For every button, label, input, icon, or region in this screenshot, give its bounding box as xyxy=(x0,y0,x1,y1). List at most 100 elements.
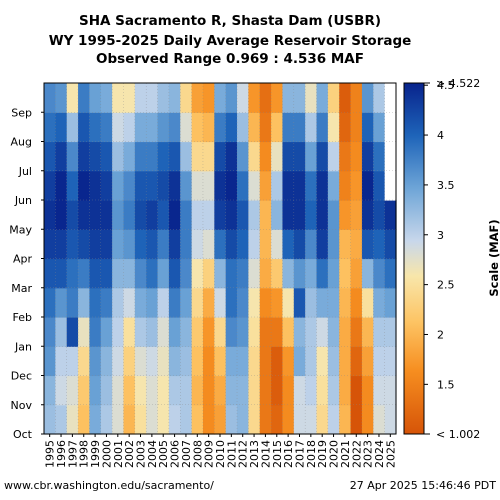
heatmap-cell xyxy=(100,258,113,289)
heatmap-cell xyxy=(259,83,272,113)
heatmap-cell xyxy=(316,258,329,289)
heatmap-cell xyxy=(146,83,159,113)
y-tick-label: Apr xyxy=(13,253,33,266)
heatmap-cell xyxy=(100,83,113,113)
heatmap-cell xyxy=(237,375,249,406)
heatmap-cell xyxy=(293,83,306,113)
heatmap-cell xyxy=(89,375,102,406)
heatmap-cell xyxy=(373,170,386,201)
heatmap-cell xyxy=(202,346,215,377)
heatmap-cell xyxy=(350,112,363,143)
heatmap-cell xyxy=(123,170,136,201)
heatmap-cell xyxy=(89,404,102,435)
heatmap-cell xyxy=(134,317,147,347)
heatmap-cell xyxy=(361,404,374,435)
heatmap-cell xyxy=(373,112,386,143)
heatmap-cell xyxy=(293,375,306,406)
heatmap-cell xyxy=(237,112,249,143)
heatmap-cell xyxy=(305,141,318,172)
heatmap-cell xyxy=(134,200,147,230)
heatmap-cell xyxy=(316,404,329,435)
heatmap-cell xyxy=(373,200,386,230)
heatmap-cell xyxy=(373,141,386,172)
heatmap-cell xyxy=(327,287,340,318)
heatmap-cell xyxy=(112,375,125,406)
heatmap-cell xyxy=(237,200,249,230)
heatmap-cell xyxy=(327,200,340,230)
heatmap-cell xyxy=(282,287,295,318)
heatmap-cell xyxy=(282,229,295,260)
heatmap-cell xyxy=(78,229,91,260)
heatmap-cell xyxy=(259,375,272,406)
heatmap-cell xyxy=(44,317,56,347)
heatmap-cell xyxy=(112,258,125,289)
heatmap-cell xyxy=(66,404,79,435)
heatmap-cell xyxy=(100,375,113,406)
colorbar-min-label: < 1.002 xyxy=(436,428,480,441)
heatmap-cell xyxy=(123,346,136,377)
heatmap-cell xyxy=(66,317,79,347)
heatmap-cell xyxy=(237,229,249,260)
heatmap-cell xyxy=(55,229,68,260)
heatmap-cell xyxy=(214,170,227,201)
heatmap-cell xyxy=(134,375,147,406)
x-tick-label: 2000 xyxy=(100,440,113,468)
heatmap-cell xyxy=(55,141,68,172)
heatmap-cell xyxy=(146,317,159,347)
heatmap-cell xyxy=(237,258,249,289)
colorbar-title: Scale (MAF) xyxy=(487,219,500,296)
heatmap-cell xyxy=(305,375,318,406)
heatmap-cell xyxy=(168,375,181,406)
heatmap-cell xyxy=(157,83,170,113)
heatmap-cell xyxy=(202,170,215,201)
heatmap-cell xyxy=(112,200,125,230)
heatmap-cell xyxy=(271,375,284,406)
heatmap-cell xyxy=(350,200,363,230)
heatmap-cell xyxy=(361,287,374,318)
heatmap-cell xyxy=(191,375,204,406)
heatmap-cell xyxy=(112,317,125,347)
y-tick-label: May xyxy=(9,223,32,236)
heatmap-cell xyxy=(350,375,363,406)
x-tick-label: 2019 xyxy=(316,440,329,468)
heatmap-cell xyxy=(168,141,181,172)
heatmap-cell xyxy=(112,170,125,201)
heatmap-cell xyxy=(134,83,147,113)
y-tick-label: Aug xyxy=(11,136,32,149)
heatmap-cell xyxy=(248,404,261,435)
heatmap-cell xyxy=(339,112,352,143)
heatmap-cell xyxy=(134,141,147,172)
x-tick-label: 2023 xyxy=(362,440,375,468)
heatmap-cell xyxy=(168,346,181,377)
heatmap-cell xyxy=(134,229,147,260)
heatmap-cell xyxy=(373,346,386,377)
heatmap-cell xyxy=(339,287,352,318)
heatmap-cell xyxy=(89,258,102,289)
heatmap-cell xyxy=(271,200,284,230)
y-tick-label: Sep xyxy=(11,106,32,119)
heatmap-cell xyxy=(168,404,181,435)
heatmap-cell xyxy=(55,375,68,406)
heatmap-cell xyxy=(180,200,193,230)
heatmap-cell xyxy=(112,346,125,377)
heatmap-cell xyxy=(180,229,193,260)
y-axis-month-ticks: Oct Nov Dec Jan Feb Mar Apr May Jun Jul Aug Sep xyxy=(9,106,44,441)
heatmap-cell xyxy=(89,170,102,201)
heatmap-cell xyxy=(339,141,352,172)
heatmap-cell xyxy=(157,258,170,289)
heatmap-cell xyxy=(259,258,272,289)
heatmap-cell xyxy=(134,287,147,318)
x-tick-label: 2008 xyxy=(191,440,204,468)
heatmap-cell xyxy=(214,83,227,113)
heatmap-cell xyxy=(384,287,397,318)
heatmap-cell xyxy=(202,375,215,406)
heatmap-cell xyxy=(316,317,329,347)
heatmap-cell xyxy=(339,375,352,406)
heatmap-cell xyxy=(305,112,318,143)
heatmap-cell xyxy=(55,258,68,289)
heatmap-cell xyxy=(78,170,91,201)
heatmap-cell xyxy=(168,229,181,260)
heatmap-cell xyxy=(271,170,284,201)
heatmap-cell xyxy=(191,83,204,113)
heatmap-cell xyxy=(55,112,68,143)
